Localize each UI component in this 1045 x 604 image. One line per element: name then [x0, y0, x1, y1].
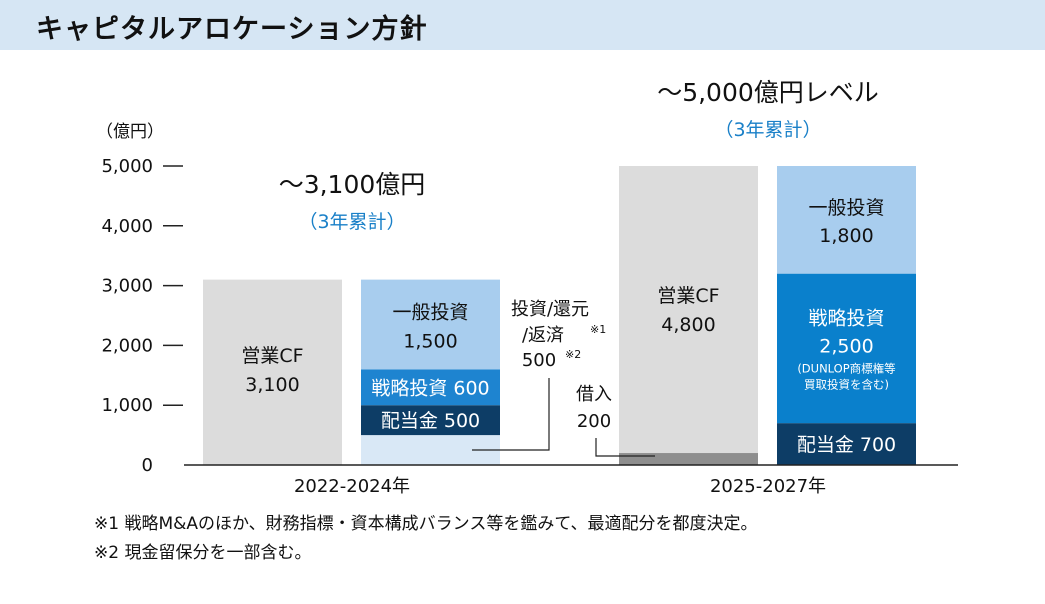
bar-value-operating-cf-2022: 3,100 [245, 374, 299, 396]
y-tick-label: 4,000 [101, 216, 153, 237]
bar-inflow-operating-cf-2022 [203, 279, 342, 465]
segment-label-dividend-2022: 配当金 500 [381, 410, 480, 432]
period-label-2: 2025-2027年 [710, 476, 826, 497]
total-sub-label-2: （3年累計） [714, 119, 821, 141]
total-label-1: 〜3,100億円 [279, 170, 426, 199]
total-sub-label-1: （3年累計） [298, 211, 405, 233]
y-tick-label: 2,000 [101, 335, 153, 356]
annotation-leader-line-2 [595, 438, 655, 457]
segment-label-general-2025: 一般投資 [808, 197, 884, 219]
page-title: キャピタルアロケーション方針 [36, 14, 428, 45]
annotation-borrowing-value: 200 [577, 411, 611, 432]
segment-value-strategic-2025: 2,500 [819, 335, 873, 357]
segment-note2-strategic-2025: 買取投資を含む) [804, 377, 889, 391]
annotation-line2: /返済 [522, 325, 564, 346]
bar-segment-general-2022 [361, 279, 500, 370]
segment-label-strategic-2022: 戦略投資 600 [371, 377, 489, 399]
annotation-line1: 投資/還元 [511, 299, 589, 320]
bar-segment-borrowing-2025 [619, 453, 758, 465]
y-tick-label: 5,000 [101, 156, 153, 177]
bar-inflow-operating-cf-2025 [619, 166, 758, 454]
footnotes: ※1 戦略M&Aのほか、財務指標・資本構成バランス等を鑑みて、最適配分を都度決定… [94, 510, 758, 568]
annotations-group: 投資/還元/返済 ※1 500 ※2 借入 200 [472, 299, 655, 457]
annotation-leader-line-1 [472, 378, 550, 451]
annotation-value: 500 [522, 350, 556, 371]
y-axis: 5,000 4,000 3,000 2,000 1,000 0 [101, 156, 183, 476]
bar-segment-dividend-2025 [777, 423, 916, 465]
total-label-2: 〜5,000億円レベル [657, 78, 879, 107]
segment-value-general-2025: 1,800 [819, 225, 873, 247]
segment-label-dividend-2025: 配当金 700 [797, 434, 896, 456]
segment-label-strategic-2025: 戦略投資 [808, 307, 884, 329]
header-bar: キャピタルアロケーション方針 [0, 0, 1045, 50]
annotation-mark1: ※1 [590, 323, 606, 336]
segment-note1-strategic-2025: (DUNLOP商標権等 [797, 361, 895, 375]
y-axis-unit-label: （億円） [96, 122, 164, 142]
bar-labels-group: 営業CF 3,100 配当金 500 戦略投資 600 一般投資 1,500 営業CF 4,8… [241, 197, 896, 456]
bar-segment-dividend-2022 [361, 405, 500, 436]
footnote-2: ※2 現金留保分を一部含む。 [94, 543, 312, 563]
annotation-borrowing-label: 借入 [576, 384, 612, 405]
segment-label-general-2022: 一般投資 [392, 301, 468, 323]
y-tick-label: 0 [142, 455, 153, 476]
bar-label-operating-cf-2025: 営業CF [657, 285, 719, 307]
bar-segment-general-2025 [777, 166, 916, 274]
bar-label-operating-cf-2022: 営業CF [241, 345, 303, 367]
bars-group [203, 166, 916, 465]
segment-value-general-2022: 1,500 [403, 330, 457, 352]
bar-segment-strategic-2022 [361, 369, 500, 406]
y-tick-label: 3,000 [101, 276, 153, 297]
bar-value-operating-cf-2025: 4,800 [661, 314, 715, 336]
annotation-mark2: ※2 [565, 348, 581, 361]
y-tick-label: 1,000 [101, 395, 153, 416]
bar-segment-strategic-2025 [777, 273, 916, 424]
footnote-1: ※1 戦略M&Aのほか、財務指標・資本構成バランス等を鑑みて、最適配分を都度決定… [94, 514, 758, 534]
period-label-1: 2022-2024年 [294, 476, 410, 497]
